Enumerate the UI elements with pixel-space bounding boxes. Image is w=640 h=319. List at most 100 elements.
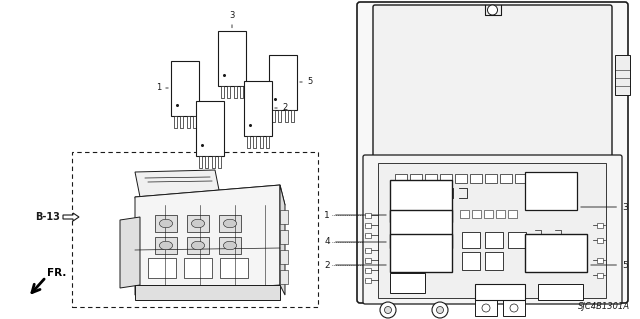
Bar — [155, 237, 177, 254]
Text: SJC4B1301A: SJC4B1301A — [578, 302, 630, 311]
Bar — [253, 136, 256, 148]
Circle shape — [510, 304, 518, 312]
Bar — [240, 85, 243, 98]
Bar — [148, 258, 176, 278]
Polygon shape — [135, 170, 220, 197]
Bar — [496, 210, 505, 218]
Bar — [246, 136, 250, 148]
Bar — [269, 55, 297, 109]
Bar — [155, 215, 177, 232]
Bar — [390, 210, 452, 248]
Bar — [205, 155, 209, 167]
Bar — [72, 152, 318, 307]
Circle shape — [385, 307, 392, 314]
Bar — [425, 174, 437, 183]
Ellipse shape — [223, 241, 237, 250]
Polygon shape — [135, 285, 280, 300]
Text: 4: 4 — [207, 179, 212, 188]
Bar — [462, 252, 480, 270]
Bar — [470, 174, 482, 183]
Bar — [187, 237, 209, 254]
Bar — [219, 237, 241, 254]
Bar — [475, 300, 497, 316]
Bar — [508, 210, 517, 218]
Circle shape — [380, 302, 396, 318]
Circle shape — [432, 302, 448, 318]
Bar — [500, 174, 512, 183]
Bar — [508, 232, 526, 248]
Bar — [173, 115, 177, 128]
Bar — [285, 109, 288, 122]
Ellipse shape — [159, 241, 173, 250]
Bar — [219, 215, 241, 232]
FancyArrow shape — [63, 213, 79, 221]
Circle shape — [488, 5, 497, 15]
Bar — [390, 234, 452, 272]
Bar — [615, 55, 630, 95]
Bar — [278, 109, 282, 122]
Polygon shape — [135, 185, 285, 217]
Text: 1: 1 — [324, 211, 386, 219]
Bar — [472, 210, 481, 218]
Bar — [485, 174, 497, 183]
Ellipse shape — [223, 219, 237, 228]
Text: 4: 4 — [324, 238, 386, 247]
Bar — [198, 155, 202, 167]
Text: B-13: B-13 — [35, 212, 60, 222]
Text: 2: 2 — [282, 103, 287, 113]
Bar — [460, 210, 469, 218]
Bar — [227, 85, 230, 98]
Bar — [180, 115, 183, 128]
Bar — [390, 273, 425, 293]
Polygon shape — [120, 217, 140, 288]
Bar — [485, 232, 503, 248]
FancyBboxPatch shape — [363, 155, 622, 304]
Bar — [196, 100, 224, 155]
Bar — [485, 252, 503, 270]
Ellipse shape — [159, 219, 173, 228]
Ellipse shape — [191, 241, 205, 250]
Bar — [221, 85, 224, 98]
Bar — [271, 109, 275, 122]
Bar — [475, 284, 525, 300]
Bar — [525, 234, 587, 272]
Polygon shape — [280, 185, 285, 295]
Bar — [365, 248, 371, 253]
Bar — [220, 258, 248, 278]
Bar — [390, 180, 452, 222]
Bar — [530, 174, 542, 183]
Bar — [280, 230, 288, 244]
Bar — [280, 270, 288, 284]
Bar — [515, 174, 527, 183]
Bar — [187, 215, 209, 232]
Bar — [503, 300, 525, 316]
Bar — [266, 136, 269, 148]
Bar — [212, 155, 215, 167]
Bar — [597, 238, 603, 243]
Bar — [365, 223, 371, 228]
Bar — [291, 109, 294, 122]
Text: 2: 2 — [324, 261, 386, 270]
Bar — [280, 210, 288, 224]
Text: FR.: FR. — [47, 268, 67, 278]
Bar — [484, 210, 493, 218]
Bar — [365, 278, 371, 283]
Bar — [538, 284, 583, 300]
Bar — [597, 223, 603, 228]
Bar — [597, 273, 603, 278]
Bar — [597, 258, 603, 263]
Bar — [365, 213, 371, 218]
Bar — [184, 258, 212, 278]
Text: 5: 5 — [591, 261, 628, 270]
Bar — [365, 233, 371, 238]
Bar — [410, 174, 422, 183]
Bar — [395, 174, 407, 183]
Circle shape — [436, 307, 444, 314]
Text: 1: 1 — [156, 84, 161, 93]
Bar — [244, 80, 272, 136]
Polygon shape — [135, 185, 280, 295]
Bar — [234, 85, 237, 98]
Text: 3: 3 — [580, 203, 628, 211]
Bar — [455, 174, 467, 183]
Bar — [525, 172, 577, 210]
